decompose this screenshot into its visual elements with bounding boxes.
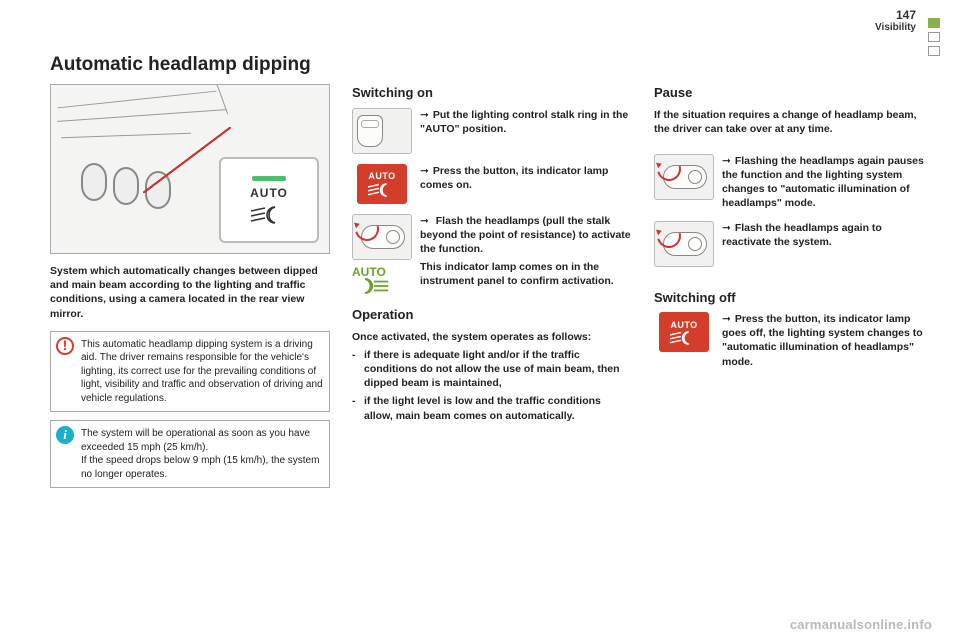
operation-heading: Operation: [352, 306, 632, 324]
edge-marker: [928, 32, 940, 42]
step-text: Flashing the headlamps again pauses the …: [722, 154, 928, 211]
intro-paragraph: System which automatically changes betwe…: [50, 264, 330, 321]
warning-callout: This automatic headlamp dipping system i…: [50, 331, 330, 413]
manual-page: 147 Visibility Automatic headlamp dippin…: [0, 0, 960, 640]
step-text-a: Flash the headlamps (pull the stalk beyo…: [420, 215, 631, 255]
info-text: The system will be operational as soon a…: [81, 428, 319, 480]
step-row: Flash the headlamps again to reactivate …: [654, 221, 928, 267]
stalk-flash-thumb: [654, 154, 714, 200]
column-left: AUTO System which automatically c: [50, 84, 330, 488]
step-text: Press the button, its indicator lamp com…: [420, 164, 632, 192]
section-label: Visibility: [875, 22, 916, 33]
pointer-arrow-icon: [143, 127, 231, 193]
switching-off-heading: Switching off: [654, 289, 928, 307]
step-text-b: This indicator lamp comes on in the inst…: [420, 260, 632, 288]
operation-lead: Once activated, the system operates as f…: [352, 330, 632, 344]
auto-button-label: AUTO: [250, 185, 288, 201]
step-text: Press the button, its indicator lamp goe…: [722, 312, 928, 369]
edge-tab-markers: [928, 18, 940, 56]
info-callout: The system will be operational as soon a…: [50, 420, 330, 488]
auto-red-label: AUTO: [368, 170, 395, 182]
operation-item: if there is adequate light and/or if the…: [352, 348, 632, 391]
auto-red-icon: AUTO: [357, 164, 407, 204]
edge-marker: [928, 46, 940, 56]
switching-on-heading: Switching on: [352, 84, 632, 102]
auto-green-label: AUTO: [352, 266, 386, 279]
operation-item: if the light level is low and the traffi…: [352, 394, 632, 422]
warning-text: This automatic headlamp dipping system i…: [81, 339, 323, 404]
column-center: Switching on Put the lighting control st…: [352, 84, 632, 488]
pause-heading: Pause: [654, 84, 928, 102]
column-right: Pause If the situation requires a change…: [654, 84, 928, 488]
step-row: AUTO Press the button, its indicator lam…: [352, 164, 632, 204]
auto-red-icon: AUTO: [659, 312, 709, 352]
step-text: Flash the headlamps (pull the stalk beyo…: [420, 214, 632, 289]
dipped-beam-icon: [249, 206, 289, 224]
info-icon: [56, 426, 74, 444]
step-row: Put the lighting control stalk ring in t…: [352, 108, 632, 154]
step-row: AUTO Flash the headlamps (pull the stalk…: [352, 214, 632, 295]
stalk-flash-thumb: [352, 214, 412, 260]
step-row: Flashing the headlamps again pauses the …: [654, 154, 928, 211]
step-row: AUTO Press the button, its indicator lam…: [654, 312, 928, 369]
auto-green-indicator-icon: AUTO: [352, 266, 412, 295]
page-title: Automatic headlamp dipping: [50, 54, 928, 76]
auto-red-label: AUTO: [670, 319, 697, 331]
footer-watermark: carmanualsonline.info: [790, 617, 932, 632]
warning-icon: [56, 337, 74, 355]
auto-button-red-thumb: AUTO: [352, 164, 412, 204]
auto-button-red-thumb: AUTO: [654, 312, 714, 352]
step-text: Put the lighting control stalk ring in t…: [420, 108, 632, 136]
indicator-led-icon: [252, 176, 286, 181]
operation-list: if there is adequate light and/or if the…: [352, 348, 632, 423]
edge-marker-active: [928, 18, 940, 28]
stalk-flash-thumb: [654, 221, 714, 267]
stalk-ring-thumb: [352, 108, 412, 154]
step-text: Flash the headlamps again to reactivate …: [722, 221, 928, 249]
auto-dipping-button-closeup: AUTO: [219, 157, 319, 243]
hero-illustration: AUTO: [50, 84, 330, 254]
pause-lead: If the situation requires a change of he…: [654, 108, 928, 136]
content-columns: AUTO System which automatically c: [50, 84, 928, 488]
page-number: 147: [896, 8, 916, 22]
